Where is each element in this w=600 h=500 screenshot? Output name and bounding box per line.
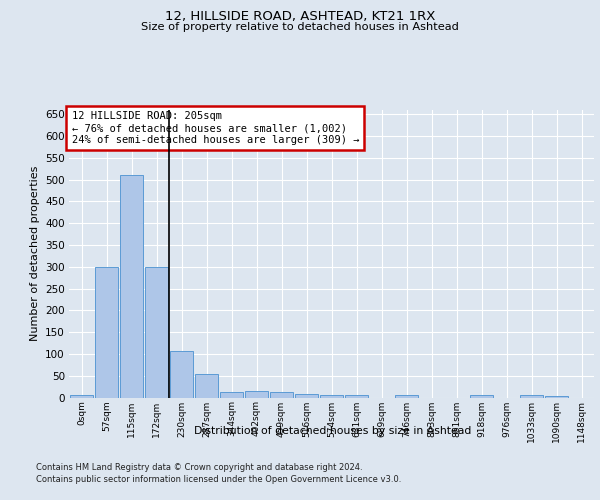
Bar: [520, 396, 544, 398]
Bar: [545, 396, 568, 398]
Text: 12, HILLSIDE ROAD, ASHTEAD, KT21 1RX: 12, HILLSIDE ROAD, ASHTEAD, KT21 1RX: [165, 10, 435, 23]
Text: Contains HM Land Registry data © Crown copyright and database right 2024.: Contains HM Land Registry data © Crown c…: [36, 462, 362, 471]
Text: Contains public sector information licensed under the Open Government Licence v3: Contains public sector information licen…: [36, 475, 401, 484]
Bar: [170, 351, 193, 398]
Bar: [470, 396, 493, 398]
Bar: [269, 392, 293, 398]
Bar: [119, 176, 143, 398]
Bar: [344, 396, 368, 398]
Bar: [320, 396, 343, 398]
Bar: [194, 374, 218, 398]
Text: 12 HILLSIDE ROAD: 205sqm
← 76% of detached houses are smaller (1,002)
24% of sem: 12 HILLSIDE ROAD: 205sqm ← 76% of detach…: [71, 112, 359, 144]
Bar: [295, 394, 319, 398]
Bar: [245, 391, 268, 398]
Bar: [95, 267, 118, 398]
Bar: [70, 396, 94, 398]
Y-axis label: Number of detached properties: Number of detached properties: [29, 166, 40, 342]
Bar: [145, 267, 169, 398]
Text: Size of property relative to detached houses in Ashtead: Size of property relative to detached ho…: [141, 22, 459, 32]
Bar: [220, 392, 244, 398]
Bar: [395, 396, 418, 398]
Text: Distribution of detached houses by size in Ashtead: Distribution of detached houses by size …: [194, 426, 472, 436]
